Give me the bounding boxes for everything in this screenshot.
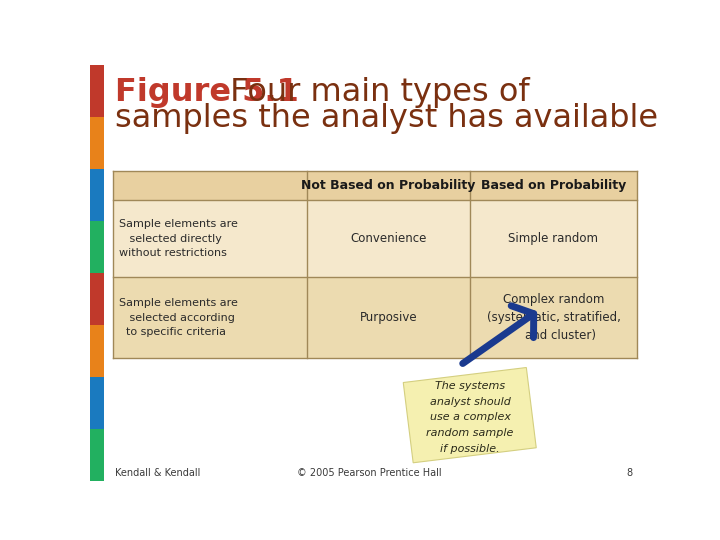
Bar <box>90 429 104 481</box>
Bar <box>90 221 104 273</box>
Text: Purposive: Purposive <box>359 311 417 324</box>
Bar <box>90 377 104 429</box>
Bar <box>90 273 104 325</box>
Text: Not Based on Probability: Not Based on Probability <box>301 179 476 192</box>
Text: © 2005 Pearson Prentice Hall: © 2005 Pearson Prentice Hall <box>297 468 441 478</box>
Text: Sample elements are
   selected directly
without restrictions: Sample elements are selected directly wi… <box>120 219 238 258</box>
Text: 8: 8 <box>626 468 632 478</box>
Bar <box>113 278 637 358</box>
FancyBboxPatch shape <box>403 368 536 463</box>
Text: Convenience: Convenience <box>350 232 426 245</box>
Text: The systems
analyst should
use a complex
random sample
if possible.: The systems analyst should use a complex… <box>426 381 514 454</box>
Text: Simple random: Simple random <box>508 232 598 245</box>
Bar <box>90 168 104 221</box>
Text: Sample elements are
   selected according
  to specific criteria: Sample elements are selected according t… <box>120 298 238 337</box>
Text: samples the analyst has available: samples the analyst has available <box>114 103 658 133</box>
FancyArrowPatch shape <box>463 306 534 363</box>
Text: Based on Probability: Based on Probability <box>481 179 626 192</box>
Bar <box>90 325 104 377</box>
Text: Kendall & Kendall: Kendall & Kendall <box>114 468 200 478</box>
Bar <box>113 171 637 200</box>
Bar <box>90 117 104 169</box>
Bar <box>113 200 637 278</box>
Text: Complex random
(systematic, stratified,
    and cluster): Complex random (systematic, stratified, … <box>487 293 621 342</box>
Text: Four main types of: Four main types of <box>220 77 530 108</box>
Text: Figure 5.1: Figure 5.1 <box>114 77 299 108</box>
Bar <box>90 65 104 117</box>
